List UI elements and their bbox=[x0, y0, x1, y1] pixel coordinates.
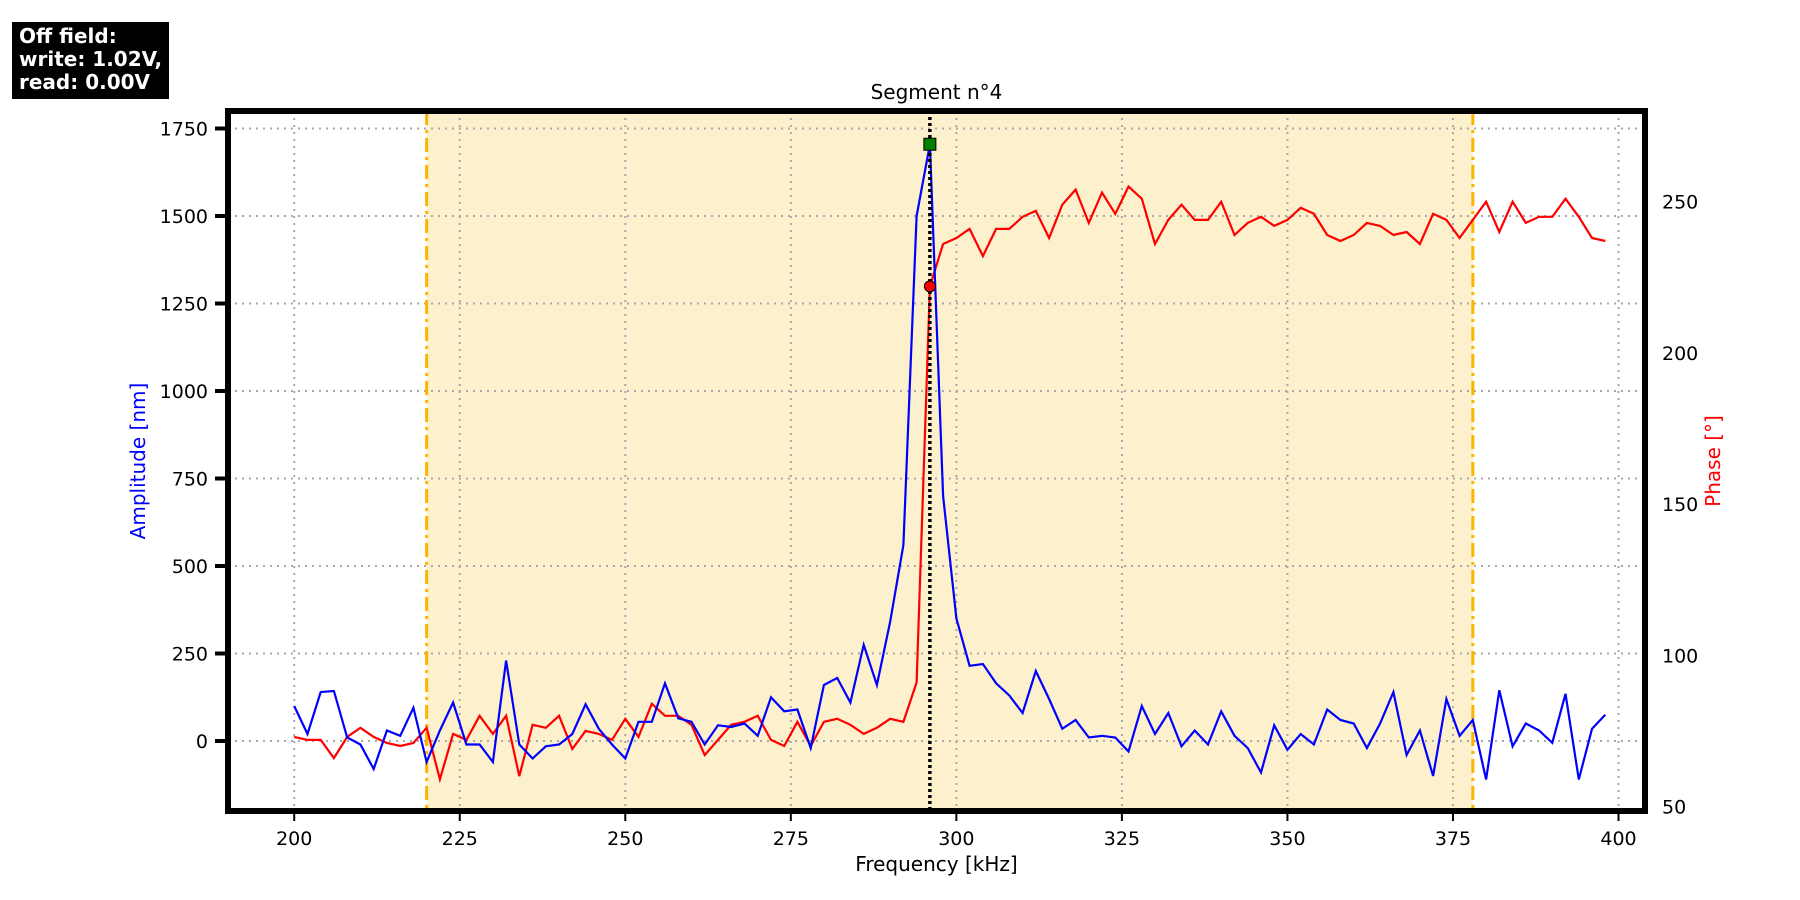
x-tick-label: 275 bbox=[773, 828, 809, 850]
info-line-2: write: 1.02V, bbox=[19, 47, 163, 71]
y-tick-label: 1000 bbox=[160, 381, 208, 403]
resonance-band bbox=[426, 111, 1473, 811]
amplitude-peak-marker bbox=[923, 137, 937, 151]
x-tick-label: 350 bbox=[1269, 828, 1305, 850]
x-axis-label: Frequency [kHz] bbox=[855, 852, 1017, 876]
plot-frame bbox=[225, 108, 1648, 814]
y-tick-label: 500 bbox=[172, 556, 208, 578]
y-tick-label: 750 bbox=[172, 469, 208, 491]
y-tick-label: 0 bbox=[196, 731, 208, 753]
info-line-1: Off field: bbox=[19, 24, 117, 48]
y-tick-label: 1250 bbox=[160, 294, 208, 316]
y2-tick-label: 250 bbox=[1662, 192, 1698, 214]
y2-tick-label: 100 bbox=[1662, 645, 1698, 667]
x-tick-label: 400 bbox=[1600, 828, 1636, 850]
chart-title: Segment n°4 bbox=[871, 80, 1003, 104]
y2-tick-label: 50 bbox=[1662, 796, 1686, 818]
y-axis-label: Amplitude [nm] bbox=[126, 383, 150, 540]
x-tick-label: 300 bbox=[938, 828, 974, 850]
x-tick-label: 375 bbox=[1435, 828, 1471, 850]
y-tick-label: 1750 bbox=[160, 119, 208, 141]
x-tick-label: 200 bbox=[276, 828, 312, 850]
amplitude-line bbox=[293, 144, 1607, 780]
x-tick-label: 250 bbox=[607, 828, 643, 850]
x-tick-label: 225 bbox=[442, 828, 478, 850]
y-tick-label: 1500 bbox=[160, 206, 208, 228]
y2-axis-label: Phase [°] bbox=[1701, 415, 1725, 507]
x-tick-label: 325 bbox=[1104, 828, 1140, 850]
axis-ticks: 200 225 250 275 300 325 350 375 400 0 250 500 750 100… bbox=[160, 119, 1699, 851]
field-info-box: Off field: write: 1.02V, read: 0.00V bbox=[12, 22, 170, 99]
phase-peak-marker bbox=[923, 280, 936, 293]
y-tick-label: 250 bbox=[172, 644, 208, 666]
y2-tick-label: 200 bbox=[1662, 343, 1698, 365]
info-line-3: read: 0.00V bbox=[19, 70, 151, 94]
y2-tick-label: 150 bbox=[1662, 494, 1698, 516]
grid bbox=[228, 111, 1645, 811]
phase-line bbox=[293, 184, 1606, 784]
